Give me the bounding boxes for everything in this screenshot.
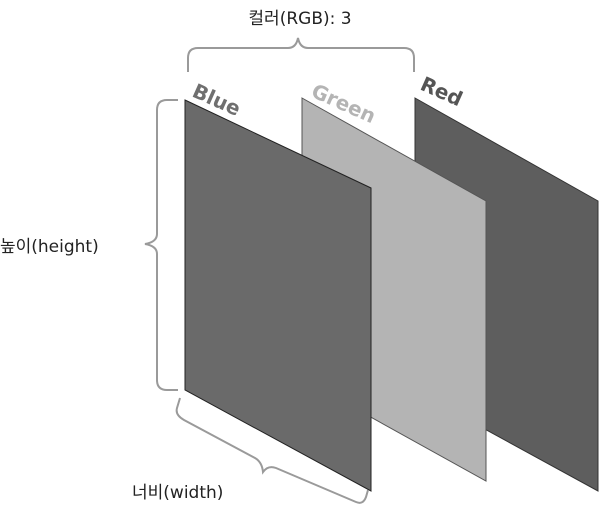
color-brace	[187, 37, 415, 72]
width-brace	[175, 397, 369, 504]
color-dimension-label: 컬러(RGB): 3	[248, 9, 351, 29]
height-dimension-label: 높이(height)	[0, 237, 99, 257]
blue-channel-plane	[184, 99, 372, 492]
width-dimension-label: 너비(width)	[132, 483, 223, 503]
height-brace	[144, 99, 178, 391]
